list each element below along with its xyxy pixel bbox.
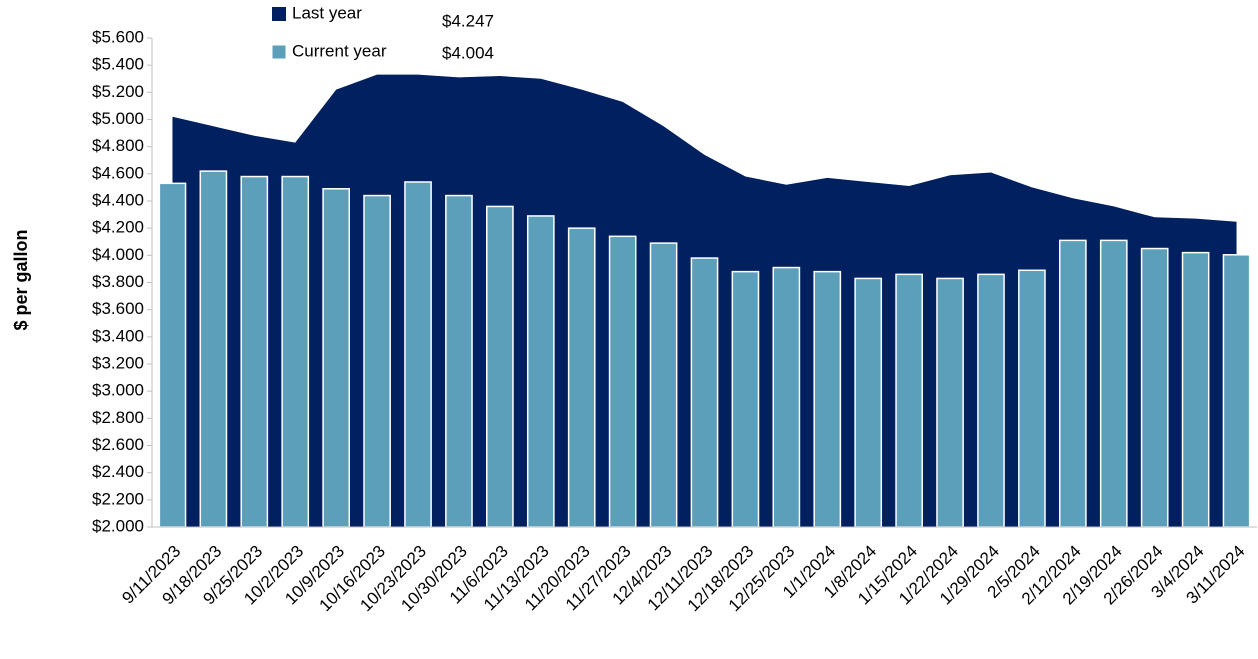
bar (445, 194, 473, 528)
y-tick-label: $2.000 (92, 516, 144, 535)
legend-swatch (271, 44, 287, 60)
legend-swatch (272, 7, 286, 21)
y-tick-label: $4.600 (92, 163, 144, 182)
y-tick-label: $3.400 (92, 326, 144, 345)
y-tick-label: $4.200 (92, 218, 144, 237)
y-tick-label: $2.200 (92, 489, 144, 508)
bar (158, 182, 187, 528)
y-tick-label: $3.000 (92, 381, 144, 400)
bar (322, 188, 351, 528)
y-tick-label: $4.800 (92, 136, 144, 155)
y-tick-label: $5.400 (92, 55, 144, 74)
y-tick-label: $5.600 (92, 27, 144, 46)
y-tick-label: $2.400 (92, 462, 144, 481)
bar (813, 270, 842, 528)
bar (363, 194, 391, 528)
y-tick-label: $3.800 (92, 272, 144, 291)
bar (1222, 254, 1251, 528)
bar (936, 277, 964, 528)
y-axis-label: $ per gallon (11, 229, 31, 330)
bar (1018, 269, 1046, 528)
y-tick-label: $5.000 (92, 109, 144, 128)
bar (486, 205, 514, 528)
y-tick-label: $3.200 (92, 353, 144, 372)
bar (977, 273, 1005, 528)
bar (567, 227, 596, 528)
bar (281, 175, 310, 528)
legend-label: Current year (292, 41, 387, 60)
bar (526, 215, 555, 528)
annotation: $4.247 (442, 11, 494, 30)
y-tick-label: $5.200 (92, 82, 144, 101)
bar (895, 273, 923, 528)
y-tick-label: $4.000 (92, 245, 144, 264)
bar (772, 266, 801, 528)
bar (1058, 239, 1087, 528)
y-tick-label: $2.600 (92, 435, 144, 454)
bar (240, 175, 269, 528)
bar (404, 181, 432, 528)
bar (649, 242, 678, 528)
bar (1099, 239, 1128, 528)
annotation: $4.004 (442, 43, 494, 62)
y-tick-label: $3.600 (92, 299, 144, 318)
bar (608, 235, 637, 528)
bar (1140, 247, 1169, 528)
bar (690, 257, 719, 528)
bar (1181, 251, 1210, 528)
y-tick-label: $2.800 (92, 408, 144, 427)
bar (854, 277, 883, 528)
y-tick-label: $4.400 (92, 190, 144, 209)
bar (731, 270, 760, 528)
bar (199, 170, 228, 528)
legend-label: Last year (292, 3, 362, 22)
